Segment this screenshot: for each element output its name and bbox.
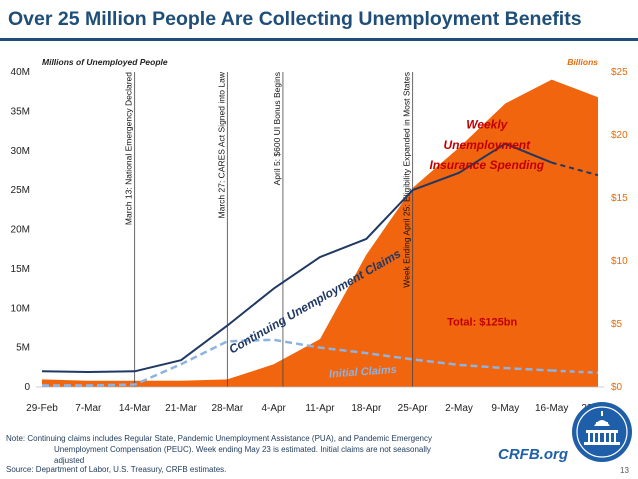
left-axis-tick-label: 15M	[11, 264, 30, 275]
left-axis-title: Millions of Unemployed People	[42, 57, 168, 67]
left-axis-tick-label: 30M	[11, 146, 30, 157]
left-axis-tick-label: 20M	[11, 225, 30, 236]
page-number: 13	[620, 466, 629, 475]
x-axis-tick-label: 25-Apr	[398, 403, 429, 414]
left-axis-tick-label: 10M	[11, 303, 30, 314]
spending-area	[42, 79, 598, 387]
spending-label: Weekly	[466, 118, 508, 132]
event-label: Week Ending April 25: Eligibility Expand…	[402, 72, 412, 288]
initial-claims-line	[42, 338, 552, 387]
x-axis-tick-label: 7-Mar	[75, 403, 102, 414]
right-axis-tick-label: $0	[611, 382, 623, 393]
chart-source: Source: Department of Labor, U.S. Treasu…	[6, 465, 227, 474]
initial-claims-estimate-line	[551, 369, 599, 375]
right-axis-tick-label: $5	[611, 319, 623, 330]
chart-note: Note: Continuing claims includes Regular…	[6, 433, 476, 466]
x-axis-tick-label: 29-Feb	[26, 403, 58, 414]
continuing-claims-estimate-line	[551, 161, 599, 177]
x-axis-tick-label: 2-May	[445, 403, 473, 414]
spending-total-label: Total: $125bn	[447, 316, 517, 328]
spending-label: Unemployment	[443, 138, 531, 152]
right-axis-tick-label: $15	[611, 193, 628, 204]
left-axis-tick-label: 25M	[11, 185, 30, 196]
right-axis-tick-label: $20	[611, 130, 628, 141]
title-rule	[0, 38, 638, 41]
right-axis-title: Billions	[567, 57, 598, 67]
event-label: March 13: National Emergency Declared	[124, 72, 134, 225]
x-axis-tick-label: 28-Mar	[211, 403, 243, 414]
x-axis-tick-label: 14-Mar	[119, 403, 151, 414]
brand-link[interactable]: CRFB.org	[498, 446, 568, 463]
x-axis-tick-label: 21-Mar	[165, 403, 197, 414]
capitol-seal-icon	[572, 402, 632, 462]
spending-label: Insurance Spending	[429, 158, 544, 172]
left-axis-tick-label: 0	[24, 382, 30, 393]
right-axis-tick-label: $10	[611, 256, 628, 267]
chart-title: Over 25 Million People Are Collecting Un…	[8, 8, 582, 30]
left-axis-tick-label: 5M	[16, 343, 30, 354]
x-axis-tick-label: 4-Apr	[261, 403, 286, 414]
initial-claims-label: Initial Claims	[329, 364, 398, 381]
event-label: April 5: $600 UI Bonus Begins	[272, 72, 282, 185]
left-axis-tick-label: 40M	[11, 67, 30, 78]
note-line-1: Note: Continuing claims includes Regular…	[6, 434, 432, 443]
x-axis-tick-label: 16-May	[535, 403, 568, 414]
event-label: March 27: CARES Act Signed into Law	[216, 71, 226, 218]
note-line-2: Unemployment Compensation (PEUC). Week e…	[54, 445, 431, 454]
x-axis-tick-label: 11-Apr	[305, 403, 335, 414]
continuing-claims-line	[41, 142, 553, 373]
left-axis-tick-label: 35M	[11, 106, 30, 117]
x-axis-tick-label: 9-May	[491, 403, 519, 414]
right-axis-tick-label: $25	[611, 67, 628, 78]
x-axis-tick-label: 18-Apr	[351, 403, 382, 414]
note-line-3: adjusted	[54, 456, 85, 465]
